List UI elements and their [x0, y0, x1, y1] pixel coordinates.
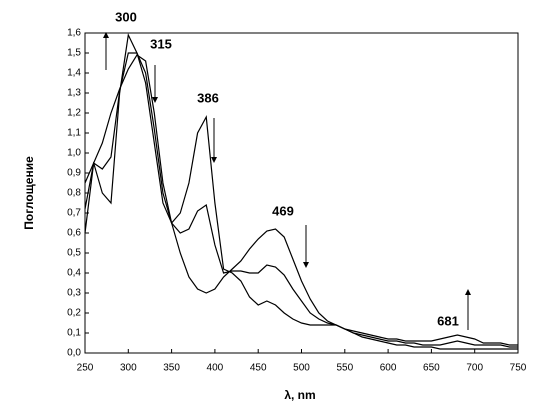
- y-tick-label: 0,1: [67, 328, 81, 339]
- x-tick-label: 750: [510, 363, 527, 374]
- y-tick-label: 0,0: [67, 348, 81, 359]
- x-tick-label: 550: [336, 363, 353, 374]
- y-tick-label: 0,5: [67, 248, 81, 259]
- x-tick-label: 350: [163, 363, 180, 374]
- y-axis-label: Поглощение: [22, 156, 36, 230]
- peak-annotation: 386: [197, 90, 219, 105]
- y-tick-label: 0,8: [67, 188, 81, 199]
- y-tick-label: 1,6: [67, 28, 81, 39]
- x-tick-label: 300: [120, 363, 137, 374]
- x-tick-label: 400: [207, 363, 224, 374]
- spectrum-line: [84, 32, 518, 346]
- y-tick-label: 1,3: [67, 88, 81, 99]
- x-tick-label: 700: [466, 363, 483, 374]
- y-tick-label: 0,7: [67, 208, 81, 219]
- peak-annotation: 469: [272, 203, 294, 218]
- y-tick-label: 0,3: [67, 288, 81, 299]
- y-tick-label: 1,2: [67, 108, 81, 119]
- x-tick-label: 250: [77, 363, 94, 374]
- y-tick-label: 0,2: [67, 308, 81, 319]
- y-tick-label: 1,0: [67, 148, 81, 159]
- x-tick-label: 650: [423, 363, 440, 374]
- y-tick-label: 0,9: [67, 168, 81, 179]
- x-tick-label: 600: [380, 363, 397, 374]
- x-tick-label: 500: [293, 363, 310, 374]
- peak-annotation: 681: [437, 313, 459, 328]
- spectrum-line: [84, 54, 518, 350]
- peak-annotation: 300: [115, 9, 137, 24]
- spectrum-line: [84, 52, 518, 348]
- x-tick-label: 450: [250, 363, 267, 374]
- y-tick-label: 1,5: [67, 48, 81, 59]
- y-tick-label: 0,4: [67, 268, 81, 279]
- y-tick-label: 1,4: [67, 68, 81, 79]
- plot-frame: [84, 32, 519, 354]
- y-tick-label: 0,6: [67, 228, 81, 239]
- y-tick-label: 1,1: [67, 128, 81, 139]
- x-axis-label: λ, nm: [284, 388, 315, 402]
- peak-annotation: 315: [150, 36, 172, 51]
